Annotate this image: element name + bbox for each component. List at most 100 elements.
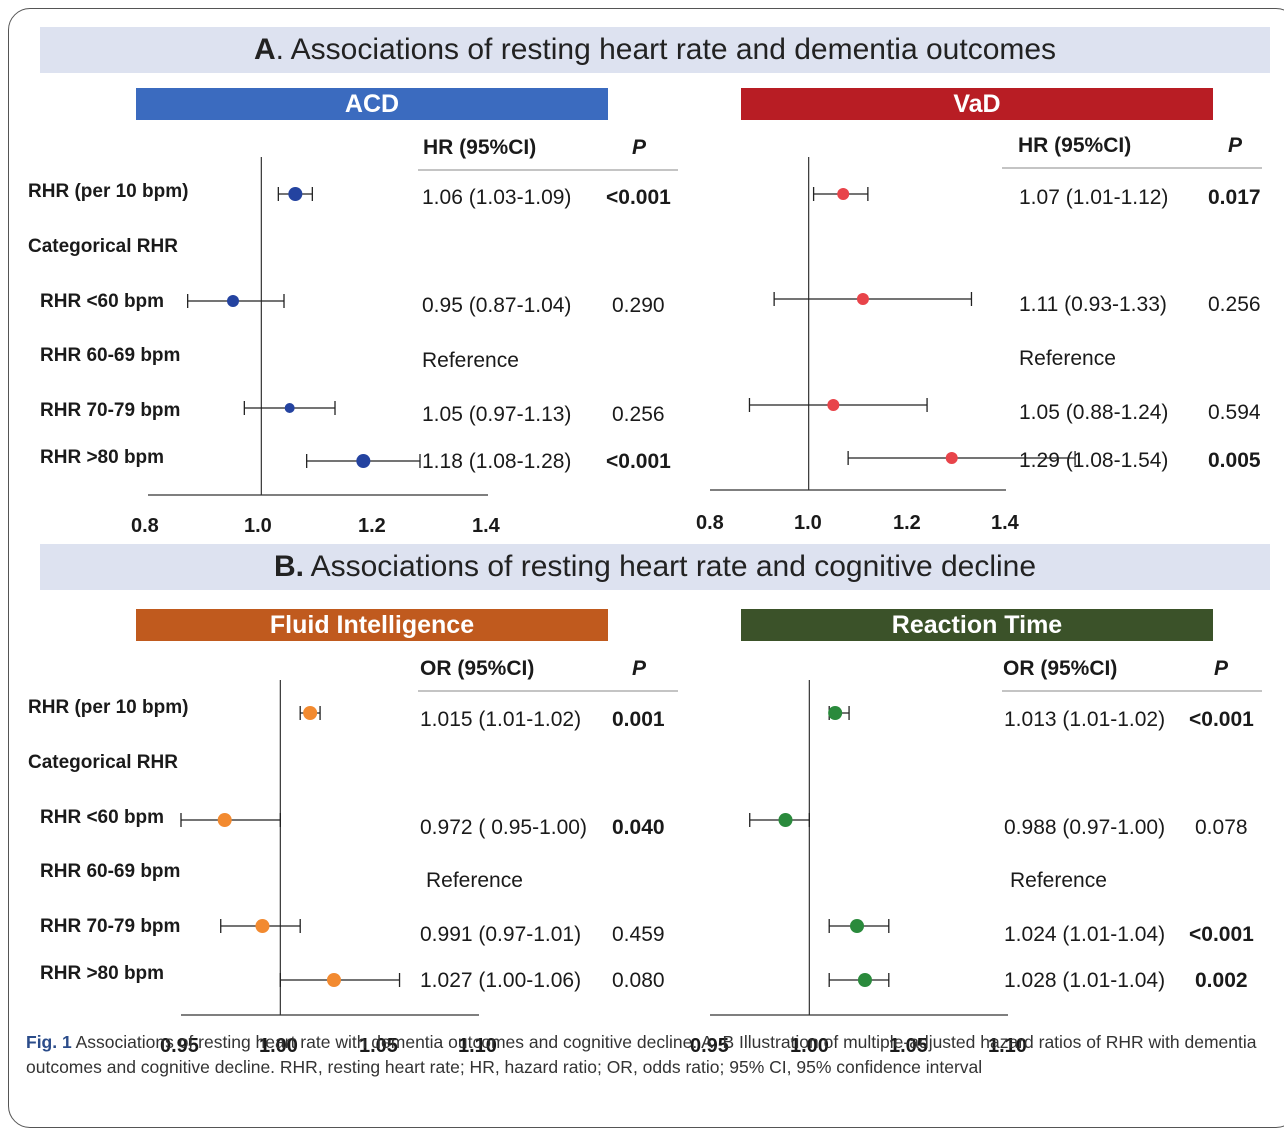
point-estimate [857,973,872,987]
p-value-cell: 0.080 [612,969,665,992]
x-tick-label: 1.0 [794,512,822,534]
effect-cell: 1.18 (1.08-1.28) [422,450,572,473]
row-label-lt60-a: RHR <60 bpm [40,291,165,312]
x-tick-label: 0.95 [690,1035,729,1057]
col-head-p-fluid: P [632,657,647,680]
point-estimate [255,919,270,933]
row-label-per10-b: RHR (per 10 bpm) [28,697,189,718]
row-label-6069-a: RHR 60-69 bpm [40,345,181,366]
x-tick-label: 0.95 [160,1035,199,1057]
p-value-cell: 0.040 [612,816,665,839]
effect-cell: 1.07 (1.01-1.12) [1019,186,1169,209]
point-estimate [227,295,239,307]
p-value-cell: 0.459 [612,923,665,946]
point-estimate [326,973,341,987]
effect-cell: 1.05 (0.88-1.24) [1019,401,1169,424]
p-value-cell: 0.078 [1195,816,1248,839]
p-value-cell: 0.256 [612,403,665,426]
point-estimate [856,293,869,305]
p-value-cell: 0.005 [1208,449,1261,472]
point-estimate [288,187,303,201]
effect-cell: 1.028 (1.01-1.04) [1004,969,1166,992]
row-label-6069-b: RHR 60-69 bpm [40,861,181,882]
p-value-cell: <0.001 [1189,923,1254,946]
row-label-lt60-b: RHR <60 bpm [40,807,165,828]
effect-cell: 1.06 (1.03-1.09) [422,186,572,209]
section-b-banner: B. Associations of resting heart rate an… [40,544,1270,590]
effect-cell: 0.95 (0.87-1.04) [422,294,572,317]
x-tick-label: 1.4 [991,512,1019,534]
section-b-title: Associations of resting heart rate and c… [303,550,1037,583]
caption-figure-number: Fig. 1 [26,1032,72,1052]
effect-cell: Reference [426,869,523,892]
p-value-cell: 0.017 [1208,186,1261,209]
effect-cell: Reference [1010,869,1107,892]
row-label-categorical-b: Categorical RHR [28,752,178,773]
effect-cell: 1.015 (1.01-1.02) [420,708,582,731]
x-tick-label: 1.10 [988,1035,1027,1057]
col-head-p-acd: P [632,136,647,159]
panel-header-vad: VaD [741,88,1213,120]
x-tick-label: 1.05 [359,1035,398,1057]
point-estimate [217,813,232,827]
x-tick-label: 1.00 [259,1035,298,1057]
row-label-7079-a: RHR 70-79 bpm [40,400,181,421]
x-tick-label: 1.10 [458,1035,497,1057]
col-head-effect-fluid: OR (95%CI) [420,657,535,680]
panel-header-acd: ACD [136,88,608,120]
point-estimate [356,454,371,468]
caption-text: Associations of resting heart rate with … [26,1032,1257,1077]
effect-cell: 1.013 (1.01-1.02) [1004,708,1166,731]
panel-header-fluid-intelligence: Fluid Intelligence [136,609,608,641]
col-head-p-vad: P [1228,134,1243,157]
effect-cell: 1.024 (1.01-1.04) [1004,923,1166,946]
p-value-cell: <0.001 [606,186,671,209]
col-head-effect-vad: HR (95%CI) [1018,134,1132,157]
col-head-effect-reaction: OR (95%CI) [1003,657,1118,680]
section-a-title: . Associations of resting heart rate and… [275,33,1057,66]
x-tick-label: 0.8 [696,512,724,534]
point-estimate [828,706,843,720]
p-value-cell: 0.594 [1208,401,1261,424]
point-estimate [284,403,295,413]
section-a-letter: A [253,33,276,66]
x-tick-label: 1.0 [244,515,272,537]
effect-cell: Reference [422,349,519,372]
p-value-cell: <0.001 [1189,708,1254,731]
effect-cell: 0.972 ( 0.95-1.00) [420,816,587,839]
effect-cell: 1.11 (0.93-1.33) [1019,293,1167,316]
col-head-effect-acd: HR (95%CI) [423,136,537,159]
p-value-cell: <0.001 [606,450,671,473]
p-value-cell: 0.290 [612,294,665,317]
figure-caption: Fig. 1 Associations of resting heart rat… [26,1030,1266,1080]
point-estimate [778,813,793,827]
x-tick-label: 0.8 [131,515,159,537]
point-estimate [827,399,840,411]
point-estimate [837,188,850,200]
effect-cell: 1.05 (0.97-1.13) [422,403,572,426]
p-value-cell: 0.002 [1195,969,1248,992]
panel-header-reaction-time: Reaction Time [741,609,1213,641]
col-head-p-reaction: P [1214,657,1229,680]
p-value-cell: 0.256 [1208,293,1261,316]
section-b-letter: B. [273,550,304,583]
row-label-per10-a: RHR (per 10 bpm) [28,181,189,202]
row-label-7079-b: RHR 70-79 bpm [40,916,181,937]
section-a-banner: A. Associations of resting heart rate an… [40,27,1270,73]
effect-cell: 0.988 (0.97-1.00) [1004,816,1166,839]
point-estimate [850,919,865,933]
row-label-categorical-a: Categorical RHR [28,236,178,257]
point-estimate [945,452,958,464]
effect-cell: 0.991 (0.97-1.01) [420,923,582,946]
x-tick-label: 1.05 [889,1035,928,1057]
point-estimate [303,706,318,720]
effect-cell: Reference [1019,347,1116,370]
x-tick-label: 1.00 [790,1035,829,1057]
effect-cell: 1.027 (1.00-1.06) [420,969,582,992]
row-label-gt80-a: RHR >80 bpm [40,447,165,468]
effect-cell: 1.29 (1.08-1.54) [1019,449,1169,472]
p-value-cell: 0.001 [612,708,665,731]
row-label-gt80-b: RHR >80 bpm [40,963,165,984]
x-tick-label: 1.2 [358,515,386,537]
